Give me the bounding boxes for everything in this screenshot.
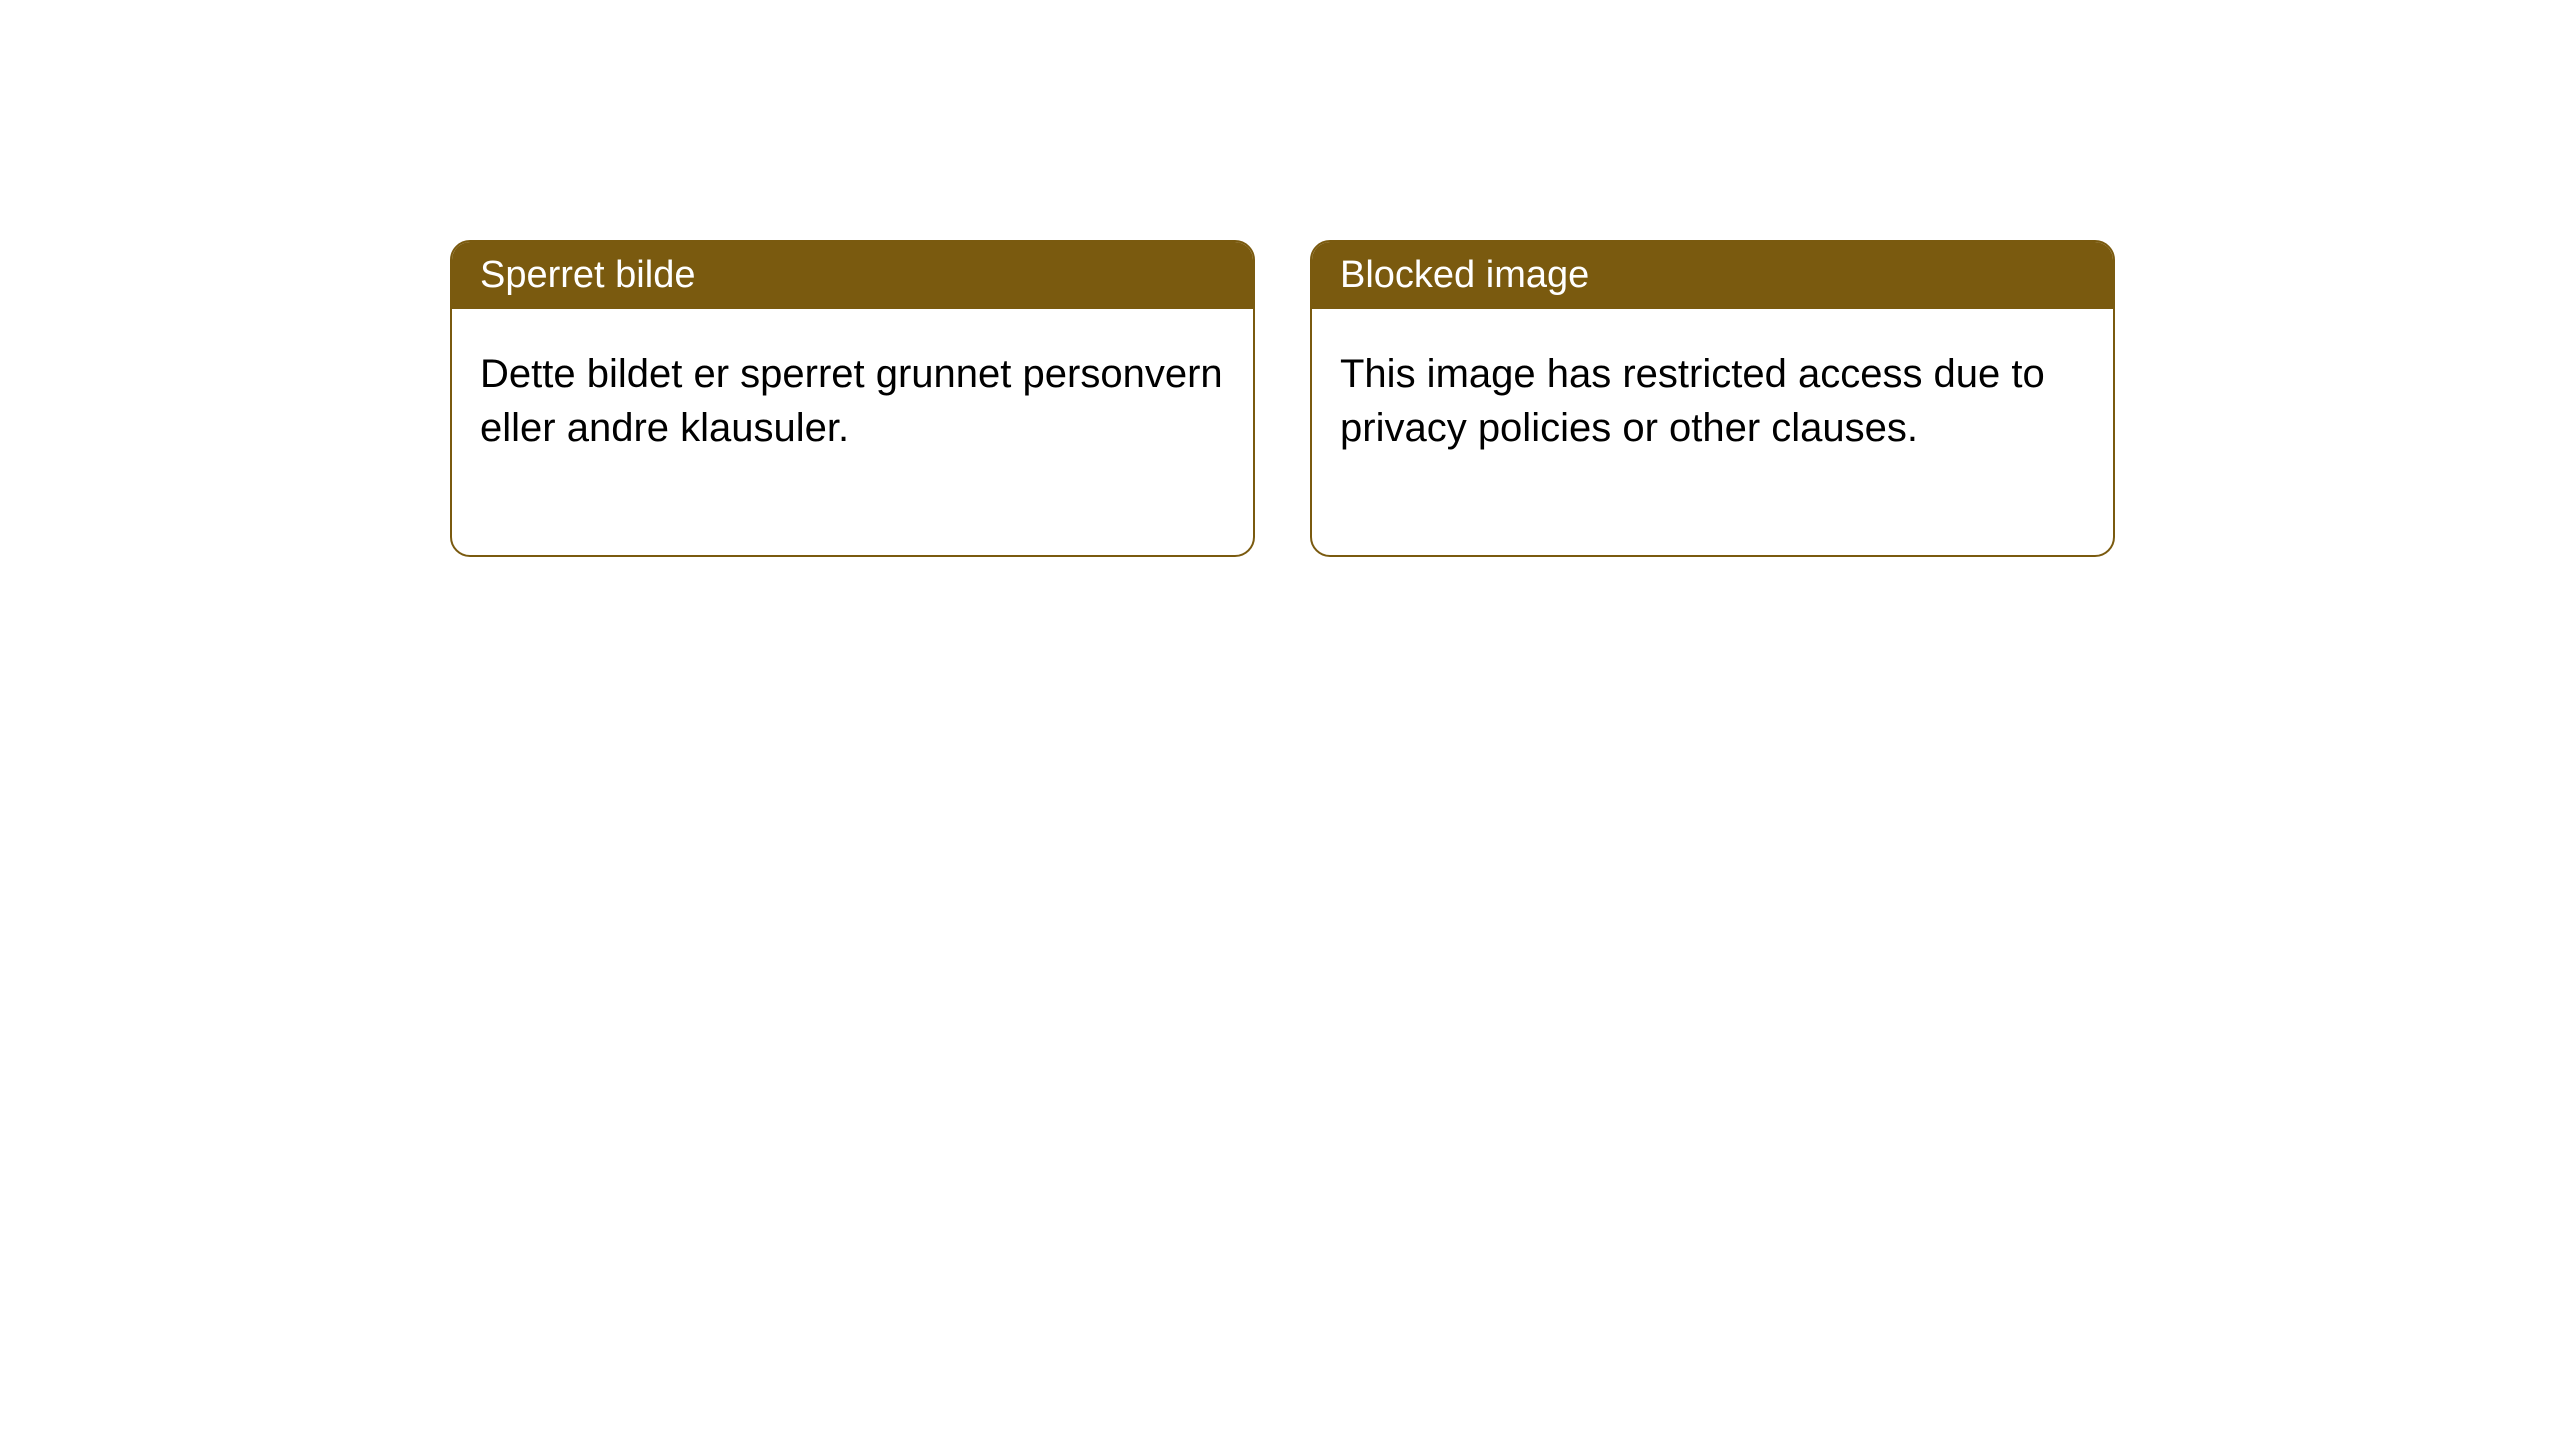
card-title: Sperret bilde — [452, 242, 1253, 309]
card-container: Sperret bilde Dette bildet er sperret gr… — [0, 0, 2560, 557]
card-body-text: This image has restricted access due to … — [1312, 309, 2113, 555]
card-body-text: Dette bildet er sperret grunnet personve… — [452, 309, 1253, 555]
blocked-image-card-norwegian: Sperret bilde Dette bildet er sperret gr… — [450, 240, 1255, 557]
blocked-image-card-english: Blocked image This image has restricted … — [1310, 240, 2115, 557]
card-title: Blocked image — [1312, 242, 2113, 309]
